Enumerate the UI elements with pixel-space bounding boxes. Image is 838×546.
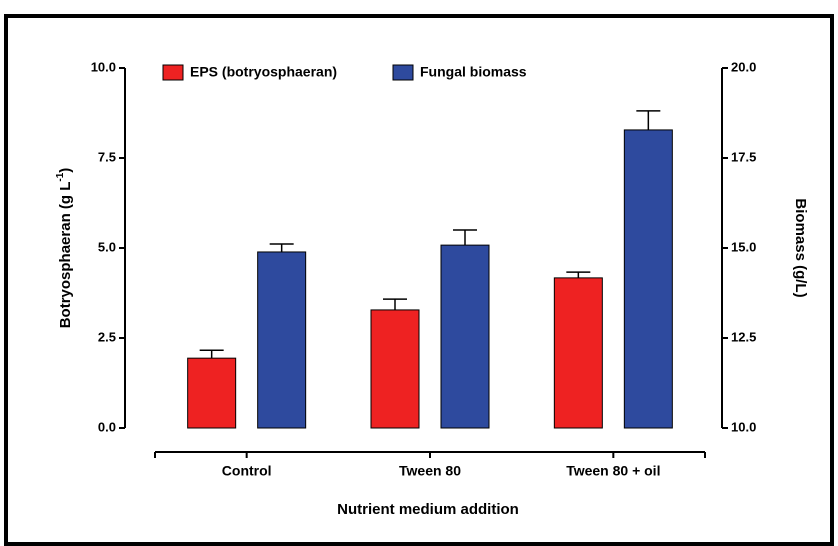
- error-bar: [269, 243, 294, 252]
- bar: [553, 277, 603, 429]
- y-axis-label-end: ): [57, 168, 74, 173]
- bar: [257, 251, 307, 429]
- bar: [623, 129, 673, 429]
- x-axis-label: Nutrient medium addition: [337, 501, 519, 518]
- y-axis-label-sup: -1: [55, 172, 66, 181]
- y-axis-label-text: Botryosphaeran (g L: [57, 182, 74, 329]
- error-bar: [636, 110, 661, 130]
- y-axis-label: Botryosphaeran (g L-1): [55, 168, 74, 329]
- x-tick-label: Control: [222, 463, 272, 479]
- legend-swatch: [162, 64, 184, 81]
- y2-tick-label: 10.0: [731, 419, 756, 434]
- error-bar: [453, 229, 477, 246]
- legend-swatch: [392, 64, 414, 81]
- bar: [440, 244, 490, 429]
- error-bar: [199, 349, 224, 359]
- legend-label: EPS (botryosphaeran): [190, 64, 337, 80]
- y2-axis-label: Biomass (g/L): [792, 198, 809, 297]
- y-tick-label: 10.0: [91, 59, 116, 74]
- y2-tick-label: 17.5: [731, 149, 756, 164]
- y-tick-label: 7.5: [98, 149, 116, 164]
- y-tick-label: 2.5: [98, 329, 116, 344]
- error-bar: [566, 271, 591, 278]
- y2-tick-label: 20.0: [731, 59, 756, 74]
- error-bar: [383, 298, 407, 310]
- y2-tick-label: 12.5: [731, 329, 756, 344]
- frame: [4, 14, 834, 546]
- legend-label: Fungal biomass: [420, 64, 527, 80]
- bar: [370, 309, 420, 429]
- y2-tick-label: 15.0: [731, 239, 756, 254]
- x-tick-label: Tween 80: [399, 463, 461, 479]
- bar: [187, 357, 237, 429]
- x-tick-label: Tween 80 + oil: [566, 463, 660, 479]
- y-tick-label: 5.0: [98, 239, 116, 254]
- y-tick-label: 0.0: [98, 419, 116, 434]
